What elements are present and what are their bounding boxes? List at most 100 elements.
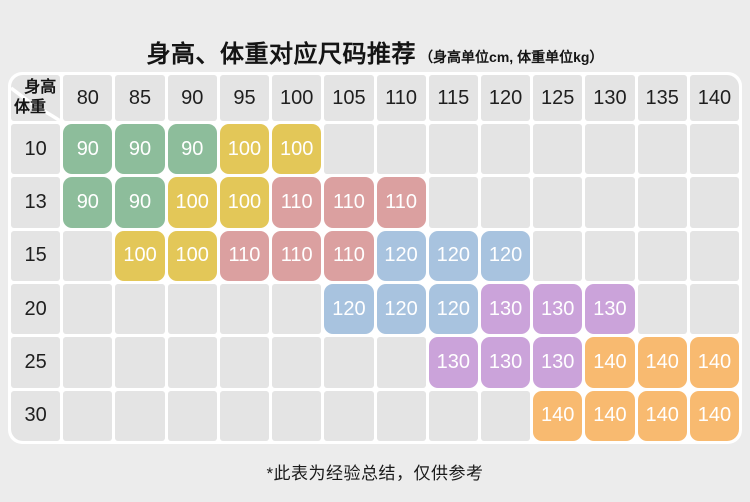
page-title: 身高、体重对应尺码推荐 xyxy=(146,41,417,68)
empty-cell xyxy=(63,230,113,281)
size-cell: 130 xyxy=(585,283,635,335)
empty-cell xyxy=(63,337,113,388)
size-cell: 100 xyxy=(167,230,217,281)
height-header-cell: 90 xyxy=(167,75,217,121)
size-chart-card: 身高 体重 80 85 90 95 100 105 110 115 120 125 130 135 140 1… xyxy=(8,72,742,444)
size-cell: 90 xyxy=(115,124,165,175)
height-header-cell: 135 xyxy=(637,75,687,121)
size-cell: 110 xyxy=(376,177,426,228)
weight-label-cell: 30 xyxy=(11,390,61,441)
size-cell: 140 xyxy=(637,390,687,441)
weight-label-cell: 20 xyxy=(11,283,61,335)
empty-cell xyxy=(689,124,739,175)
empty-cell xyxy=(324,337,374,388)
empty-cell xyxy=(376,337,426,388)
size-cell: 120 xyxy=(376,230,426,281)
empty-cell xyxy=(272,337,322,388)
weight-label-cell: 15 xyxy=(11,230,61,281)
empty-cell xyxy=(167,337,217,388)
empty-cell xyxy=(533,177,583,228)
size-cell: 110 xyxy=(272,177,322,228)
empty-cell xyxy=(324,124,374,175)
size-cell: 110 xyxy=(272,230,322,281)
height-header-cell: 115 xyxy=(428,75,478,121)
empty-cell xyxy=(585,124,635,175)
size-cell: 110 xyxy=(324,230,374,281)
empty-cell xyxy=(167,390,217,441)
empty-cell xyxy=(219,390,270,441)
corner-cell: 身高 体重 xyxy=(11,75,61,121)
empty-cell xyxy=(272,390,322,441)
size-cell: 90 xyxy=(167,124,217,175)
size-cell: 90 xyxy=(63,177,113,228)
empty-cell xyxy=(428,390,478,441)
empty-cell xyxy=(637,283,687,335)
empty-cell xyxy=(689,177,739,228)
size-cell: 110 xyxy=(219,230,270,281)
height-header-cell: 110 xyxy=(376,75,426,121)
weight-label-cell: 25 xyxy=(11,337,61,388)
size-cell: 100 xyxy=(219,124,270,175)
height-header-cell: 105 xyxy=(324,75,374,121)
weight-label-cell: 10 xyxy=(11,124,61,175)
diagonal-divider-line xyxy=(11,86,61,121)
empty-cell xyxy=(689,283,739,335)
size-cell: 110 xyxy=(324,177,374,228)
empty-cell xyxy=(585,230,635,281)
empty-cell xyxy=(428,124,478,175)
size-table: 身高 体重 80 85 90 95 100 105 110 115 120 125 130 135 140 1… xyxy=(11,75,739,441)
height-header-cell: 130 xyxy=(585,75,635,121)
empty-cell xyxy=(480,177,531,228)
empty-cell xyxy=(637,177,687,228)
size-cell: 120 xyxy=(324,283,374,335)
empty-cell xyxy=(219,337,270,388)
empty-cell xyxy=(167,283,217,335)
empty-cell xyxy=(272,283,322,335)
empty-cell xyxy=(115,337,165,388)
corner-height-label: 身高 xyxy=(24,79,57,96)
size-cell: 130 xyxy=(533,283,583,335)
size-cell: 90 xyxy=(115,177,165,228)
size-cell: 140 xyxy=(585,390,635,441)
empty-cell xyxy=(63,283,113,335)
empty-cell xyxy=(115,390,165,441)
size-cell: 100 xyxy=(167,177,217,228)
footer-note: *此表为经验总结，仅供参考 xyxy=(266,464,484,483)
size-cell: 120 xyxy=(428,283,478,335)
empty-cell xyxy=(219,283,270,335)
empty-cell xyxy=(480,124,531,175)
size-cell: 120 xyxy=(376,283,426,335)
empty-cell xyxy=(324,390,374,441)
height-header-cell: 140 xyxy=(689,75,739,121)
size-cell: 120 xyxy=(428,230,478,281)
empty-cell xyxy=(376,390,426,441)
size-cell: 130 xyxy=(480,337,531,388)
size-cell: 130 xyxy=(533,337,583,388)
page-subtitle: （身高单位cm, 体重单位kg） xyxy=(419,49,604,65)
size-cell: 140 xyxy=(689,390,739,441)
size-cell: 130 xyxy=(428,337,478,388)
size-cell: 140 xyxy=(585,337,635,388)
size-cell: 140 xyxy=(533,390,583,441)
size-cell: 130 xyxy=(480,283,531,335)
height-header-cell: 95 xyxy=(219,75,270,121)
size-cell: 140 xyxy=(689,337,739,388)
empty-cell xyxy=(428,177,478,228)
empty-cell xyxy=(533,230,583,281)
empty-cell xyxy=(585,177,635,228)
height-header-cell: 120 xyxy=(480,75,531,121)
size-cell: 100 xyxy=(115,230,165,281)
size-cell: 100 xyxy=(272,124,322,175)
empty-cell xyxy=(115,283,165,335)
size-cell: 90 xyxy=(63,124,113,175)
empty-cell xyxy=(63,390,113,441)
empty-cell xyxy=(689,230,739,281)
empty-cell xyxy=(533,124,583,175)
page-header: 身高、体重对应尺码推荐 （身高单位cm, 体重单位kg） xyxy=(0,0,750,70)
height-header-cell: 125 xyxy=(533,75,583,121)
empty-cell xyxy=(637,124,687,175)
height-header-cell: 80 xyxy=(63,75,113,121)
weight-label-cell: 13 xyxy=(11,177,61,228)
height-header-cell: 85 xyxy=(115,75,165,121)
empty-cell xyxy=(637,230,687,281)
